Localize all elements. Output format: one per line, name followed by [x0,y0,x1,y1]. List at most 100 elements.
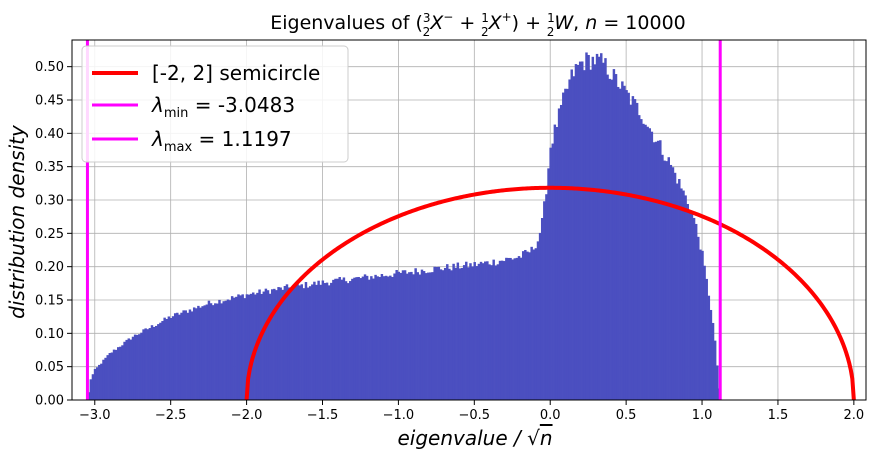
histogram-bar [228,300,232,400]
histogram-bar [327,285,331,400]
legend-label-lambda-min: λmin = -3.0483 [151,93,295,121]
x-tick-label: −2.0 [231,408,263,423]
histogram-bar [667,157,670,400]
histogram-bar [414,268,417,400]
histogram-bar [344,281,348,400]
histogram-bar [397,271,401,400]
histogram-bar [260,293,263,400]
histogram-bar [621,81,624,401]
histogram-bar [654,141,658,401]
histogram-bar [650,131,654,401]
histogram-bar [416,272,419,400]
histogram-bar [95,367,99,400]
semicircle-curve [244,185,856,401]
histogram-bar [182,310,185,400]
legend-box [81,45,349,163]
histogram-bar [642,123,645,400]
histogram-bar [359,278,363,400]
histogram-bar [680,188,683,400]
histogram-bar [201,306,204,400]
histogram-bar [496,264,500,400]
histogram-bar [492,259,495,400]
histogram-bar [604,58,607,400]
y-tick-label: 0.30 [35,194,64,209]
histogram-bar [159,322,162,400]
x-tick-label: 0.5 [616,408,637,423]
y-tick-label: 0.10 [35,327,64,342]
histogram-bar [623,85,626,401]
histogram-bar [138,334,141,400]
y-axis-ticks: 0.00 0.05 0.10 0.15 0.20 0.25 0.30 0.35 0.40 0.45… [35,60,72,409]
histogram-bar [176,312,179,400]
histogram-bar [619,88,622,400]
histogram-bar [361,276,365,400]
histogram-bar [686,204,689,400]
histogram-bar [511,259,514,400]
histogram-bar [203,305,206,400]
histogram-bar [709,309,713,400]
histogram-bar [469,263,472,400]
histogram-bar [376,276,379,400]
histogram-bar [450,270,453,400]
histogram-bar [530,246,533,400]
histogram-bar [637,115,641,401]
histogram-bar [435,266,438,400]
histogram-bar [699,249,702,400]
histogram-bar [467,267,470,400]
histogram-bar [583,70,586,400]
histogram-bar [513,258,517,400]
histogram-bar [543,201,546,400]
histogram-bar [640,119,643,400]
histogram-bar [380,274,384,400]
histogram-bar [460,267,464,400]
histogram-bar [627,92,630,401]
histogram-bar [610,79,614,400]
histogram-bar [521,251,525,400]
histogram-bar [186,312,190,400]
histogram-bar [612,69,616,401]
histogram-bar [446,264,449,400]
histogram-bar [243,298,247,400]
histogram-bar [289,289,293,400]
histogram-bar [277,287,280,400]
histogram-bar [429,272,432,400]
histogram-bar [587,54,590,400]
histogram-bar [488,264,491,400]
histogram-bar [104,357,107,400]
histogram-bar [652,142,656,400]
y-tick-label: 0.40 [35,127,64,142]
histogram-bar [311,284,314,400]
histogram-bar [519,257,523,400]
histogram-bar [562,92,565,400]
histogram-bar [572,76,576,400]
histogram-bar [368,279,371,400]
histogram-bar [349,281,352,400]
histogram-bar [646,126,649,401]
histogram-bar [625,90,628,400]
histogram-bar [551,143,554,401]
histogram-bar [287,287,291,400]
y-tick-label: 0.00 [35,394,64,409]
histogram-bar [524,249,527,400]
histogram-bar [220,303,223,400]
histogram-bar [252,292,255,400]
x-tick-label: −2.5 [155,408,187,423]
histogram-bar [557,108,561,400]
histogram-bar [697,236,700,400]
histogram-bar [247,294,251,400]
histogram-bar [241,294,244,400]
histogram-bar [184,310,187,400]
histogram-bar [308,286,312,400]
histogram-bar [270,289,274,400]
histogram-bar [332,279,335,400]
histogram-bar [142,329,145,400]
histogram-bar [581,61,584,401]
histogram-bar [616,86,620,401]
histogram-bar [110,352,114,400]
histogram-bar [262,291,266,400]
histogram-bar [199,307,202,400]
histogram-bar [509,257,512,400]
legend-label-semicircle: [-2, 2] semicircle [152,61,320,85]
histogram-bar [285,284,289,400]
histogram-bar [410,271,413,400]
